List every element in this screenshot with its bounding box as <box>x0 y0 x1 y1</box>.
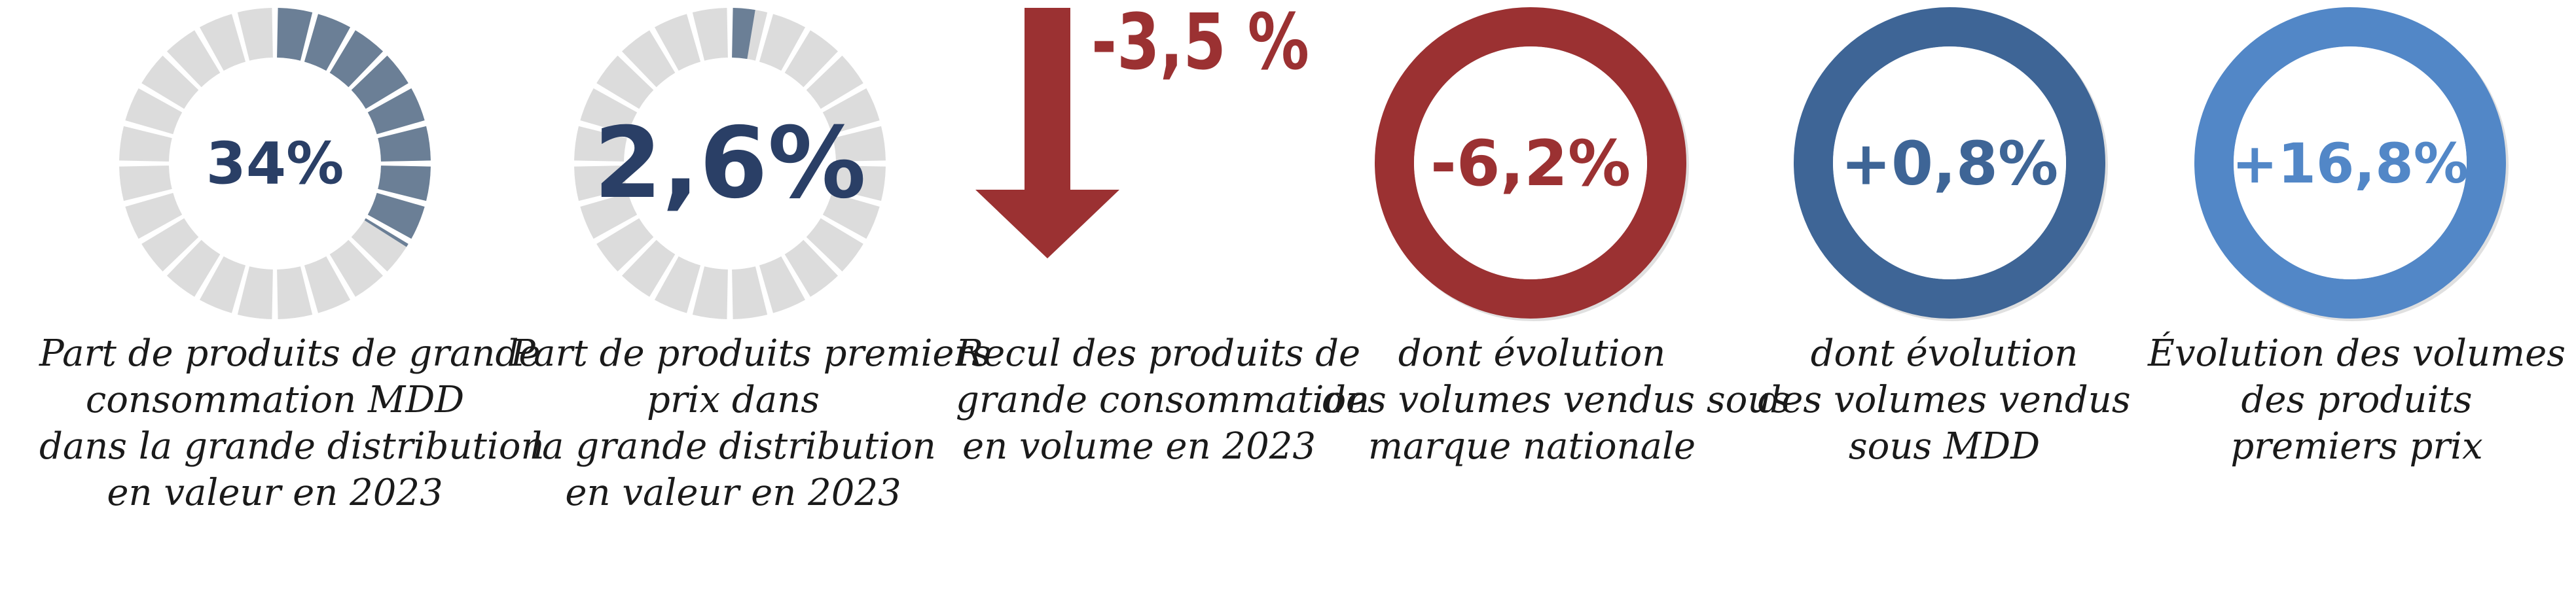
caption-line: des volumes vendus sous <box>1322 379 1790 421</box>
donut-segment <box>237 8 273 61</box>
donut-segment <box>199 14 246 71</box>
caption-line: Évolution des volumes <box>2147 332 2566 375</box>
caption-line: en valeur en 2023 <box>565 472 901 514</box>
ring-national-brand: -6,2% <box>1375 7 1689 321</box>
donut-segment <box>277 266 313 319</box>
caption-line: consommation MDD <box>85 379 465 421</box>
caption-line: premiers prix <box>2230 425 2483 468</box>
caption-line: des volumes vendus <box>1758 379 2131 421</box>
segmented-donut-mdd: 34% <box>119 8 431 319</box>
donut-segment <box>759 256 806 313</box>
donut-segment <box>199 256 246 313</box>
donut-segment <box>141 55 199 109</box>
stat-value: 2,6% <box>594 107 866 220</box>
donut-segment <box>806 55 863 109</box>
caption-line: dont évolution <box>1398 332 1666 375</box>
stat-caption: Recul des produits de grande consommatio… <box>956 330 1370 470</box>
donut-segment <box>822 88 880 135</box>
caption-line: dont évolution <box>1810 332 2078 375</box>
donut-filled-segment <box>351 55 408 109</box>
donut-segment <box>125 88 183 135</box>
donut-segment <box>141 218 199 272</box>
caption-line: dans la grande distribution <box>39 425 545 468</box>
caption-line: Part de produits premiers <box>511 332 991 375</box>
donut-segment <box>580 88 638 135</box>
caption-line: des produits <box>2241 379 2473 421</box>
stat-caption: dont évolution des volumes vendus sous M… <box>1741 330 2147 470</box>
caption-line: marque nationale <box>1368 425 1696 468</box>
donut-segment <box>596 55 654 109</box>
ring-first-price: +16,8% <box>2194 7 2509 321</box>
donut-filled-segment <box>277 8 313 61</box>
donut-segment <box>654 14 701 71</box>
donut-segment <box>692 266 728 319</box>
donut-filled-segment <box>304 14 351 71</box>
donut-segment <box>806 218 863 272</box>
donut-segment <box>119 165 172 201</box>
caption-line: grande consommation <box>956 379 1370 421</box>
donut-segment <box>580 192 638 239</box>
donut-segment <box>833 165 886 201</box>
caption-line: la grande distribution <box>530 425 936 468</box>
caption-line: sous MDD <box>1848 425 2041 468</box>
donut-segment <box>784 239 839 297</box>
donut-segment <box>304 256 351 313</box>
donut-segment <box>237 266 273 319</box>
donut-segment <box>351 218 408 272</box>
caption-line: Recul des produits de <box>956 332 1361 375</box>
down-arrow-icon: -3,5 % <box>975 0 1309 258</box>
donut-filled-segment <box>364 218 408 247</box>
stat-value: 34% <box>206 130 344 198</box>
stat-caption: Évolution des volumes des produits premi… <box>2147 330 2566 470</box>
donut-filled-segment <box>329 30 384 88</box>
stat-value: +0,8% <box>1841 129 2058 199</box>
stat-caption: Part de produits premiers prix dans la g… <box>511 330 991 516</box>
donut-filled-segment <box>378 165 431 201</box>
donut-segment <box>621 239 676 297</box>
donut-segment <box>692 8 728 61</box>
caption-line: Part de produits de grande <box>39 332 541 375</box>
donut-segment <box>329 239 384 297</box>
donut-segment <box>125 192 183 239</box>
stat-caption: dont évolution des volumes vendus sous m… <box>1322 330 1790 470</box>
donut-filled-segment <box>732 8 755 60</box>
stat-value: -3,5 % <box>1091 0 1309 87</box>
donut-segment <box>654 256 701 313</box>
donut-segment <box>574 165 627 201</box>
donut-segment <box>166 239 221 297</box>
donut-filled-segment <box>378 126 431 162</box>
donut-segment <box>119 126 172 162</box>
caption-line: prix dans <box>647 379 820 421</box>
stat-caption: Part de produits de grande consommation … <box>39 330 545 516</box>
donut-filled-segment <box>367 88 425 135</box>
donut-filled-segment <box>367 192 425 239</box>
donut-segment <box>732 266 768 319</box>
caption-line: en valeur en 2023 <box>107 472 443 514</box>
donut-segment <box>621 30 676 88</box>
ring-mdd: +0,8% <box>1794 7 2108 321</box>
donut-segment <box>822 192 880 239</box>
stat-value: +16,8% <box>2232 131 2469 196</box>
donut-segment <box>784 30 839 88</box>
segmented-donut-first-price: 2,6% <box>574 8 886 319</box>
stat-value: -6,2% <box>1430 127 1631 200</box>
donut-segment <box>574 126 627 162</box>
caption-line: en volume en 2023 <box>962 425 1316 468</box>
donut-segment <box>833 126 886 162</box>
donut-segment <box>166 30 221 88</box>
donut-segment <box>596 218 654 272</box>
donut-segment <box>759 14 806 71</box>
